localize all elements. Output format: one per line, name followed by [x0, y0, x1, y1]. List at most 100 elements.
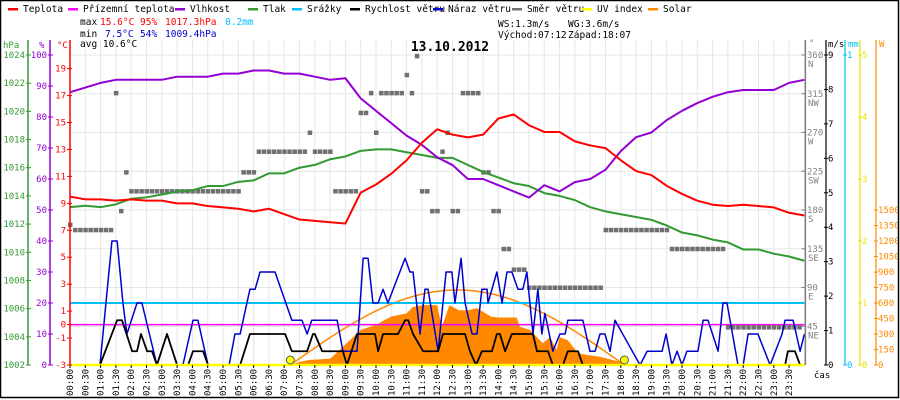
avg-temp: avg 10.6°C [80, 39, 137, 50]
wind-direction-point [542, 285, 547, 290]
x-tick-label: 23:00 [770, 369, 780, 396]
uv-tick-label: 0 [862, 361, 867, 371]
rain-axis-unit: mm [848, 40, 859, 50]
pressure-axis-unit: hPa [3, 41, 19, 51]
wind-direction-point [623, 227, 629, 233]
wind-direction-point [435, 208, 440, 214]
wind-direction-point [282, 149, 287, 154]
wind-direction-point [674, 246, 680, 252]
legend: Teplota Přízemní teplota Vlhkost Tlak Srážky… [8, 4, 692, 15]
solar-tick-label: 750 [878, 284, 894, 294]
x-tick-label: 22:30 [755, 369, 765, 396]
pressure-tick-label: 1012 [3, 220, 25, 230]
legend-item-label: Solar [663, 4, 692, 15]
wind-direction-point [537, 285, 542, 290]
wind-direction-point [476, 90, 481, 96]
wind-direction-point [700, 246, 705, 252]
temperature-tick-label: 17 [55, 92, 66, 102]
sunset-marker [619, 355, 629, 365]
solar-axis-unit: W [879, 40, 885, 50]
pressure-tick-label: 1006 [3, 305, 25, 315]
humidity-tick-label: 30 [36, 268, 47, 278]
wind-direction-point [119, 208, 124, 214]
x-tick-label: 21:30 [724, 369, 734, 396]
humidity-tick-label: 10 [36, 330, 47, 340]
humidity-tick-label: 0 [42, 361, 47, 371]
direction-axis-unit: ° [809, 39, 814, 49]
x-tick-label: 04:30 [204, 369, 214, 396]
x-tick-label: 23:30 [785, 369, 795, 396]
wind-direction-point [547, 285, 552, 290]
wind-direction-point [659, 227, 665, 233]
legend-item-label: Tlak [263, 4, 286, 15]
wind-direction-point [629, 227, 634, 233]
direction-tick-value: 180 [807, 206, 823, 216]
wind-direction-point [159, 189, 165, 194]
pressure-tick-label: 1024 [3, 51, 25, 61]
direction-tick-compass: E [808, 293, 813, 303]
legend-swatch [175, 8, 185, 11]
x-tick-label: 01:30 [112, 369, 122, 396]
min-temp: 7.5°C [105, 29, 134, 40]
wind-direction-point [353, 189, 359, 194]
chart-title: 13.10.2012 [411, 40, 489, 55]
max-label: max [80, 17, 97, 28]
wind-direction-point [465, 90, 471, 96]
wind-direction-point [399, 90, 404, 96]
solar-tick-label: 0 [878, 361, 883, 371]
wind-direction-point [654, 227, 659, 233]
legend-item-label: Vlhkost [190, 4, 230, 15]
wind-direction-point [83, 227, 88, 233]
wind-direction-point [78, 227, 83, 233]
legend-swatch [350, 8, 360, 11]
wind-direction-point [608, 227, 614, 233]
pressure-tick-label: 1010 [3, 248, 25, 258]
wind-direction-point [312, 149, 318, 154]
direction-tick-compass: SE [808, 254, 819, 264]
x-tick-label: 01:00 [97, 369, 107, 396]
wind-direction-point [241, 170, 246, 175]
wind-direction-point [134, 189, 139, 194]
uv-tick-label: 1 [862, 299, 867, 309]
wind-direction-point [664, 227, 670, 233]
pressure-tick-label: 1018 [3, 136, 25, 146]
x-tick-label: 19:00 [647, 369, 657, 396]
wind-tick-label: 8 [828, 85, 833, 95]
wind-direction-point [277, 149, 282, 154]
wind-direction-point [139, 189, 144, 194]
wind-direction-point [572, 285, 578, 290]
uv-tick-label: 3 [862, 175, 867, 185]
wind-direction-point [200, 189, 206, 194]
wind-direction-point [501, 246, 506, 252]
wind-direction-point [154, 189, 160, 194]
direction-tick-compass: N [808, 60, 813, 70]
max-pressure: 1017.3hPa [165, 17, 216, 28]
wind-direction-point [149, 189, 155, 194]
temperature-tick-label: 7 [61, 226, 66, 236]
wind-direction-point [236, 189, 241, 194]
wind-direction-point [108, 227, 114, 233]
wind-tick-label: 1 [828, 327, 833, 337]
wind-tick-label: 7 [828, 120, 833, 130]
wind-direction-point [746, 325, 751, 330]
direction-tick-value: 45 [807, 322, 818, 332]
temperature-line [69, 113, 805, 225]
wind-direction-point [374, 130, 379, 135]
wind-direction-point [669, 246, 675, 252]
wind-tick-label: 9 [828, 51, 833, 61]
x-tick-label: 05:30 [234, 369, 244, 396]
pressure-tick-label: 1020 [3, 107, 25, 117]
solar-tick-label: 300 [878, 330, 894, 340]
wind-direction-point [144, 189, 149, 194]
x-tick-label: 07:30 [296, 369, 306, 396]
legend-item-label: Náraz větru [448, 4, 511, 15]
temperature-axis-unit: °C [57, 41, 68, 51]
wind-direction-point [725, 325, 731, 330]
wind-tick-label: 6 [828, 154, 833, 164]
uv-tick-label: 4 [862, 113, 867, 123]
wind-direction-point [741, 325, 746, 330]
wind-direction-point [685, 246, 690, 252]
wind-gust-line [70, 240, 806, 366]
x-tick-label: 02:30 [143, 369, 153, 396]
